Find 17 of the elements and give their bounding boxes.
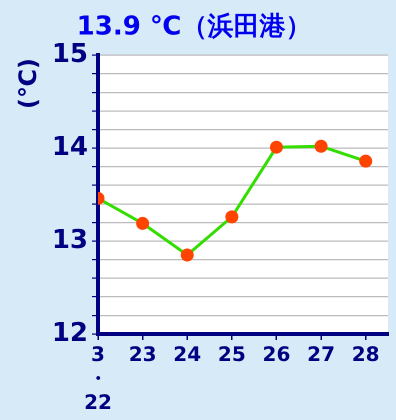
point: [314, 140, 328, 153]
x-tick-label: 26: [262, 342, 290, 366]
point: [180, 248, 194, 262]
x-tick-label: 23: [128, 342, 157, 366]
y-axis-title: (℃): [14, 58, 42, 109]
x-tick-label: 28: [352, 342, 380, 366]
y-tick-label: 13: [52, 224, 88, 255]
y-tick-label: 15: [52, 38, 88, 69]
point: [359, 154, 372, 168]
x-tick-label: 27: [307, 342, 335, 366]
x-tick-label: 25: [218, 342, 246, 366]
x-tick-label: 24: [173, 342, 202, 366]
chart-title: 13.9 ℃（浜田港）: [76, 11, 312, 42]
y-tick-label: 14: [52, 132, 88, 162]
point: [225, 210, 238, 224]
point: [270, 140, 283, 154]
point: [136, 216, 150, 230]
